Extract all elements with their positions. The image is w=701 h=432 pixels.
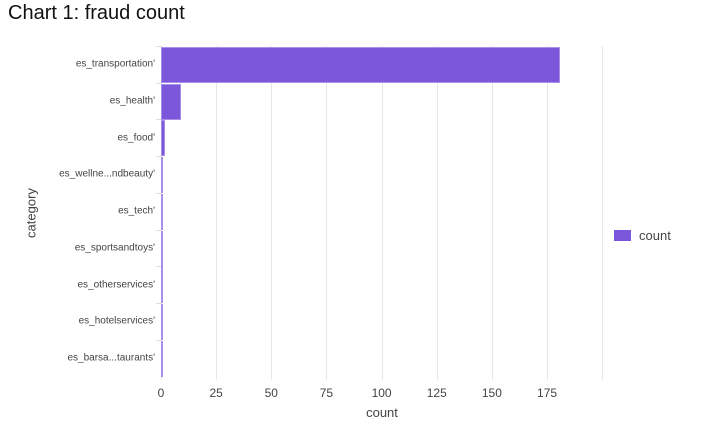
y-tick-mark xyxy=(156,46,161,47)
y-tick-label: es_tech' xyxy=(118,205,155,217)
y-axis-label: category xyxy=(23,188,39,238)
gridline xyxy=(326,46,328,380)
y-tick-label: es_health' xyxy=(109,95,155,107)
x-axis-label: count xyxy=(366,405,398,420)
y-tick-mark xyxy=(156,339,161,341)
y-tick-label: es_food' xyxy=(117,132,156,144)
gridline xyxy=(547,46,549,380)
x-tick-label: 150 xyxy=(481,386,502,400)
y-tick-label: es_sportsandtoys' xyxy=(74,242,155,254)
gridline xyxy=(436,46,438,380)
gridline xyxy=(271,46,273,380)
y-tick-mark xyxy=(156,229,161,231)
bar[interactable] xyxy=(161,157,164,194)
bar[interactable] xyxy=(161,47,561,83)
bar[interactable] xyxy=(161,120,166,157)
bar[interactable] xyxy=(161,230,164,267)
y-tick-mark xyxy=(156,156,161,158)
y-tick-label: es_transportation' xyxy=(75,58,155,70)
y-tick-label: es_otherservices' xyxy=(77,279,156,291)
legend[interactable]: count xyxy=(614,228,671,243)
legend-swatch xyxy=(614,230,631,241)
y-tick-label: es_wellne...ndbeauty' xyxy=(59,168,155,180)
x-tick-label: 25 xyxy=(209,386,223,400)
y-tick-mark xyxy=(156,119,161,121)
bar[interactable] xyxy=(161,267,164,304)
y-tick-label: es_barsa...taurants' xyxy=(67,352,155,364)
x-tick-label: 50 xyxy=(264,386,278,400)
gridline xyxy=(216,46,218,380)
bar[interactable] xyxy=(161,340,164,377)
y-tick-label: es_hotelservices' xyxy=(78,315,155,327)
x-tick-label: 125 xyxy=(426,386,447,400)
bar[interactable] xyxy=(161,83,181,120)
gridline xyxy=(381,46,383,380)
chart-title: Chart 1: fraud count xyxy=(8,2,185,24)
x-tick-label: 0 xyxy=(157,386,165,400)
gridline xyxy=(491,46,493,380)
bar[interactable] xyxy=(161,193,164,230)
gridline xyxy=(602,46,604,380)
plot-area xyxy=(161,46,604,380)
bar[interactable] xyxy=(161,303,164,340)
y-tick-mark xyxy=(156,82,161,84)
y-tick-mark xyxy=(156,302,161,304)
x-tick-label: 100 xyxy=(371,386,392,400)
x-tick-label: 75 xyxy=(319,386,334,400)
y-tick-mark xyxy=(156,192,161,194)
legend-label: count xyxy=(639,228,671,243)
x-tick-label: 175 xyxy=(537,386,558,400)
y-tick-mark xyxy=(156,266,161,268)
